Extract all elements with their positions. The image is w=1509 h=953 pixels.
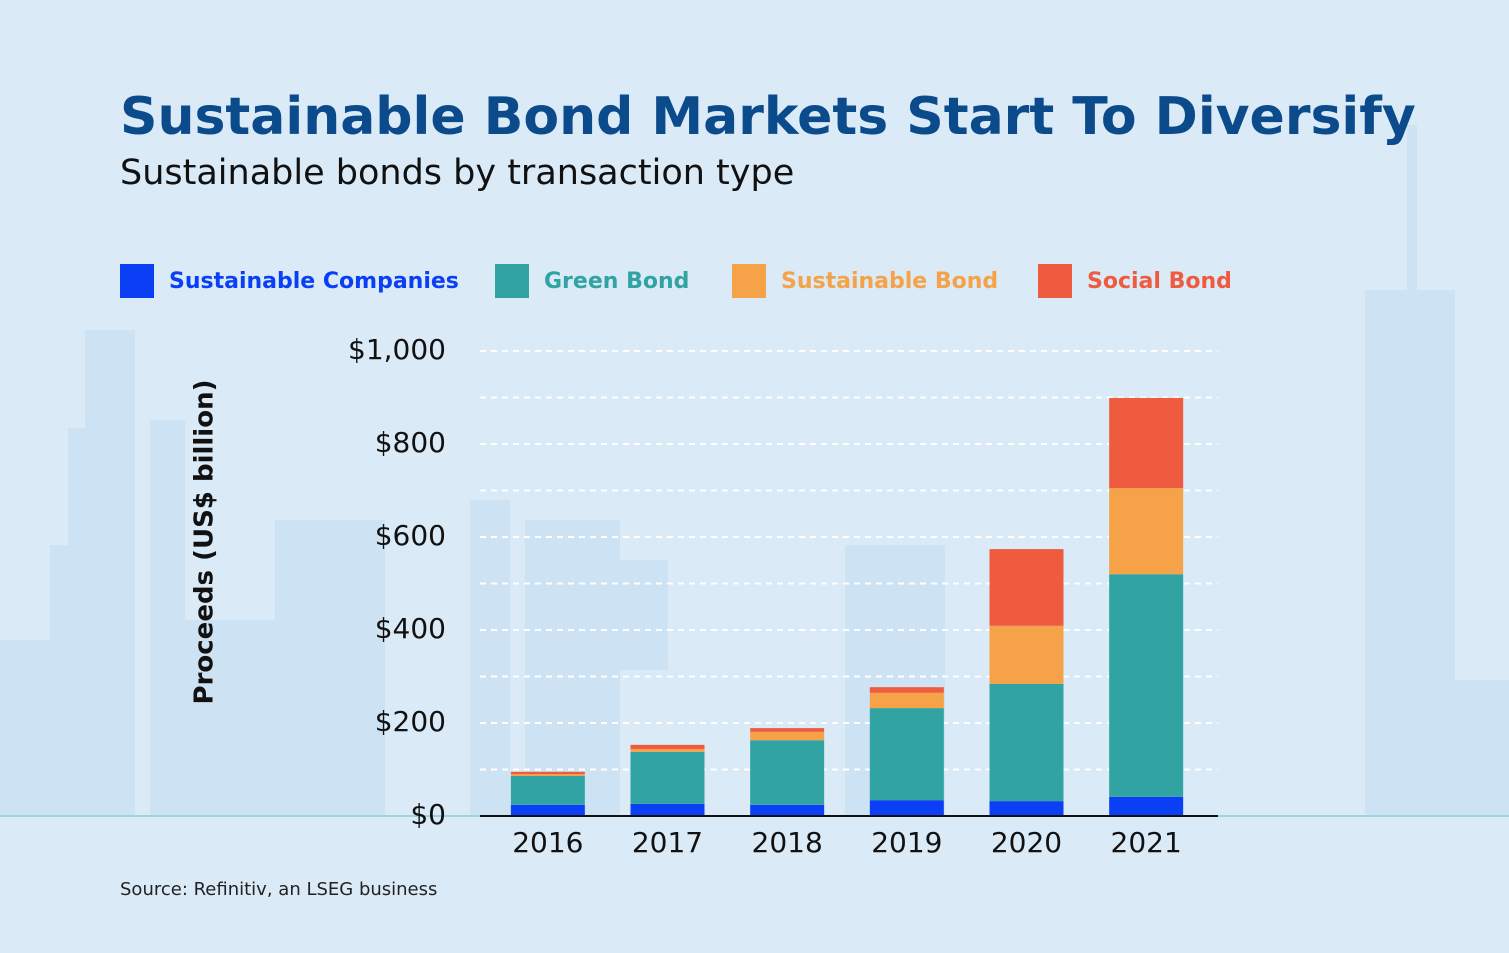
- bar-segment: [869, 800, 944, 816]
- skyline: [0, 125, 1509, 816]
- legend-swatch: [1038, 264, 1072, 298]
- x-tick-label: 2020: [991, 826, 1062, 859]
- x-tick-label: 2017: [632, 826, 703, 859]
- source: Source: Refinitiv, an LSEG business: [120, 879, 437, 900]
- legend-label: Sustainable Companies: [169, 269, 459, 294]
- bar-segment: [510, 804, 585, 816]
- y-tick-label: $800: [375, 426, 446, 459]
- legend-swatch: [732, 264, 766, 298]
- chart-title: Sustainable Bond Markets Start To Divers…: [120, 87, 1416, 147]
- bar-segment: [869, 708, 944, 801]
- bar-segment: [1109, 488, 1184, 575]
- legend-swatch: [120, 264, 154, 298]
- bar-segment: [869, 692, 944, 709]
- y-tick-label: $600: [375, 519, 446, 552]
- x-tick-label: 2016: [512, 826, 583, 859]
- y-tick-label: $400: [375, 612, 446, 645]
- legend-label: Sustainable Bond: [781, 269, 998, 294]
- bar-segment: [630, 803, 705, 816]
- x-tick-label: 2018: [752, 826, 823, 859]
- y-tick-label: $200: [375, 705, 446, 738]
- y-axis-label: Proceeds (US$ billion): [190, 380, 220, 705]
- x-tick-label: 2019: [871, 826, 942, 859]
- bar-segment: [1109, 574, 1184, 797]
- chart-subtitle: Sustainable bonds by transaction type: [120, 153, 794, 193]
- bar-segment: [750, 728, 825, 732]
- legend-swatch: [495, 264, 529, 298]
- legend-label: Social Bond: [1087, 269, 1232, 294]
- legend-label: Green Bond: [544, 269, 689, 294]
- bar-segment: [630, 749, 705, 752]
- bar-segment: [510, 771, 585, 775]
- bar-segment: [630, 751, 705, 804]
- bar-segment: [869, 687, 944, 693]
- bar-segment: [989, 625, 1064, 684]
- bar-segment: [750, 731, 825, 741]
- bar-segment: [510, 776, 585, 805]
- bar-segment: [510, 774, 585, 777]
- bar-segment: [630, 744, 705, 750]
- y-tick-label: $0: [410, 798, 446, 831]
- bar-segment: [1109, 397, 1184, 489]
- bar-segment: [750, 740, 825, 805]
- bar-segment: [989, 549, 1064, 626]
- bar-segment: [989, 801, 1064, 816]
- bar-segment: [750, 804, 825, 816]
- x-tick-label: 2021: [1111, 826, 1182, 859]
- bar-segment: [989, 683, 1064, 802]
- bar-segment: [1109, 796, 1184, 816]
- y-tick-label: $1,000: [348, 333, 446, 366]
